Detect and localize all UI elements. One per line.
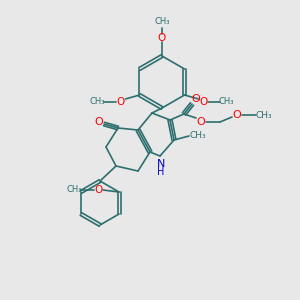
Text: O: O [232,110,242,120]
Text: O: O [116,97,124,107]
Text: O: O [94,185,102,195]
Text: H: H [157,167,165,177]
Text: CH₃: CH₃ [154,17,170,26]
Text: O: O [158,33,166,43]
Text: O: O [94,117,103,127]
Text: N: N [157,159,165,169]
Text: CH₃: CH₃ [219,98,234,106]
Text: O: O [192,94,200,104]
Text: CH₃: CH₃ [66,185,82,194]
Text: CH₃: CH₃ [190,130,206,140]
Text: CH₃: CH₃ [90,98,105,106]
Text: O: O [196,117,206,127]
Text: CH₃: CH₃ [256,110,272,119]
Text: O: O [200,97,208,107]
